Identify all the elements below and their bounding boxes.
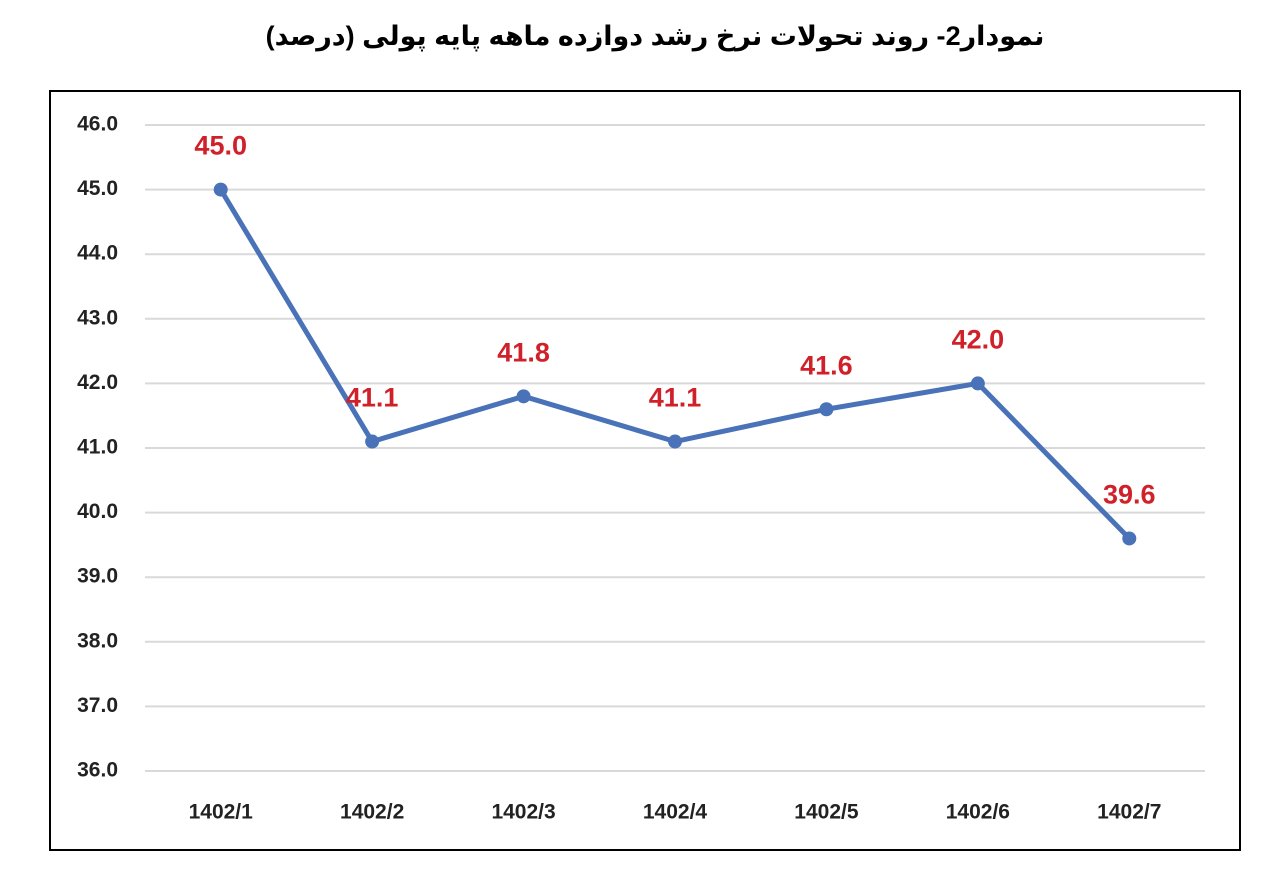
point — [819, 402, 834, 417]
y-tick-label: 38.0 — [77, 629, 118, 652]
x-tick-label: 1402/6 — [946, 801, 1010, 824]
y-tick-label: 42.0 — [77, 371, 118, 394]
value-label: 45.0 — [194, 131, 247, 161]
chart-title: نمودار2- روند تحولات نرخ رشد دوازده ماهه… — [266, 21, 1045, 52]
x-tick-label: 1402/7 — [1097, 801, 1161, 824]
series-line — [218, 188, 1132, 541]
y-tick-label: 36.0 — [77, 759, 118, 782]
y-tick-label: 45.0 — [77, 177, 118, 200]
value-label: 41.1 — [649, 383, 702, 413]
point — [1122, 531, 1137, 546]
x-tick-label: 1402/2 — [340, 801, 404, 824]
y-tick-label: 40.0 — [77, 500, 118, 523]
y-tick-label: 37.0 — [77, 694, 118, 717]
x-tick-label: 1402/4 — [643, 801, 708, 824]
y-tick-label: 39.0 — [77, 565, 118, 588]
value-label: 41.1 — [346, 383, 399, 413]
y-tick-label: 46.0 — [77, 113, 118, 136]
y-tick-label: 41.0 — [77, 436, 118, 459]
value-label: 41.6 — [800, 350, 853, 380]
point — [365, 434, 380, 449]
y-tick-label: 44.0 — [77, 242, 118, 265]
x-tick-label: 1402/5 — [794, 801, 859, 824]
x-tick-label: 1402/3 — [491, 801, 555, 824]
x-tick-label: 1402/1 — [189, 801, 254, 824]
point — [213, 182, 228, 197]
plot-frame — [49, 90, 1241, 851]
point — [970, 376, 985, 391]
value-label: 42.0 — [952, 325, 1005, 355]
y-tick-label: 43.0 — [77, 306, 118, 329]
value-label: 39.6 — [1103, 480, 1156, 510]
point — [668, 434, 682, 449]
point — [516, 389, 531, 404]
value-label: 41.8 — [497, 337, 550, 367]
